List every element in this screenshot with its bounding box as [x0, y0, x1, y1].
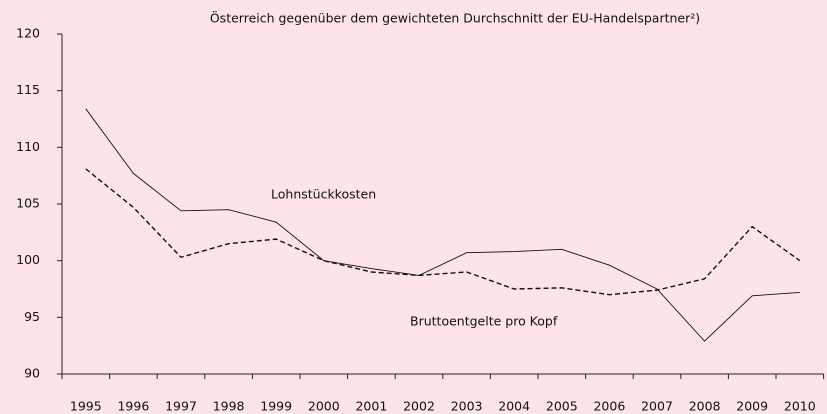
x-tick-label: 2000 — [308, 399, 340, 414]
x-tick-label: 2006 — [593, 399, 625, 414]
x-tick-label: 2002 — [403, 399, 435, 414]
x-tick-label: 2003 — [451, 399, 483, 414]
x-tick-label: 2008 — [689, 399, 721, 414]
y-tick-label: 110 — [16, 139, 40, 154]
x-tick-label: 2009 — [736, 399, 768, 414]
x-tick-label: 2010 — [784, 399, 816, 414]
chart-title: Österreich gegenüber dem gewichteten Dur… — [210, 10, 700, 26]
y-tick-label: 95 — [24, 309, 40, 324]
x-tick-label: 1995 — [70, 399, 102, 414]
series-line — [85, 108, 800, 342]
y-tick-label: 105 — [16, 196, 40, 211]
x-tick-label: 2001 — [355, 399, 387, 414]
series-label: Lohnstückkosten — [271, 187, 376, 202]
y-tick-label: 120 — [16, 26, 40, 41]
x-tick-label: 2005 — [546, 399, 578, 414]
x-tick-label: 1998 — [213, 399, 245, 414]
x-tick-label: 2004 — [498, 399, 530, 414]
series-line — [85, 168, 801, 296]
x-tick-label: 1999 — [260, 399, 292, 414]
x-tick-label: 2007 — [641, 399, 673, 414]
x-tick-label: 1996 — [117, 399, 149, 414]
y-tick-label: 115 — [16, 82, 40, 97]
y-tick-label: 90 — [24, 366, 40, 381]
y-tick-label: 100 — [16, 252, 40, 267]
series-label: Bruttoentgelte pro Kopf — [410, 314, 558, 329]
x-tick-label: 1997 — [165, 399, 197, 414]
